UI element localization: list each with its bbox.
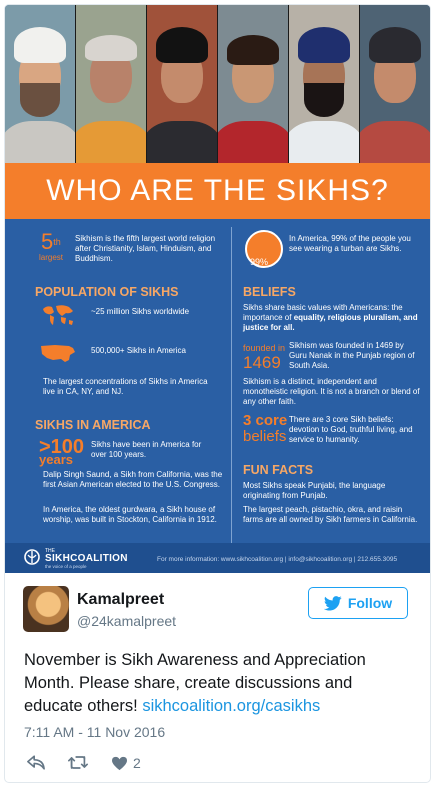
world-map-icon [43,305,73,325]
fifth-text: Sikhism is the fifth largest world relig… [75,234,216,263]
retweet-button[interactable] [67,755,89,770]
fun-fact-farms: The largest peach, pistachio, okra, and … [243,505,418,524]
core-number: 3 core [243,412,288,429]
reply-button[interactable] [27,755,45,770]
column-divider [231,227,232,543]
like-button[interactable]: 2 [111,755,141,771]
founded-text: Sikhism was founded in 1469 by Guru Nana… [289,341,415,370]
photo-1 [5,5,76,163]
turban-text: In America, 99% of the people you see we… [289,234,411,253]
avatar[interactable] [23,586,69,632]
in-america-heading: SIKHS IN AMERICA [35,418,151,432]
founded-label: founded in [243,343,286,353]
photo-6 [360,5,430,163]
like-count: 2 [133,755,141,771]
photo-4 [218,5,289,163]
population-america: 500,000+ Sikhs in America [91,346,186,355]
user-handle[interactable]: @24kamalpreet [77,613,177,629]
tweet-link[interactable]: sikhcoalition.org/casikhs [142,697,321,715]
retweet-icon [68,756,88,769]
infographic-footer [5,543,430,573]
years-label: years [39,452,73,467]
sikh-coalition-logo-icon [24,549,40,565]
beliefs-heading: BELIEFS [243,285,296,299]
gurdwara-text: In America, the oldest gurdwara, a Sikh … [43,505,217,524]
photo-5 [289,5,360,163]
twitter-bird-icon [323,595,342,611]
photo-3 [147,5,218,163]
fifth-label: largest [39,253,64,262]
photo-2 [76,5,147,163]
turban-pie-chart [245,230,283,268]
footer-contact-info: For more information: www.sikhcoalition.… [157,556,398,563]
us-map-icon [41,345,75,362]
tweet-card: WHO ARE THE SIKHS? 5th largest Sikhism i… [4,4,431,783]
follow-label: Follow [347,595,393,611]
tweet-media-infographic[interactable]: WHO ARE THE SIKHS? 5th largest Sikhism i… [5,5,430,573]
saund-text: Dalip Singh Saund, a Sikh from Californi… [43,470,223,489]
tweet-text: November is Sikh Awareness and Appreciat… [24,651,366,715]
population-world: ~25 million Sikhs worldwide [91,307,190,316]
years-text: Sikhs have been in America for over 100 … [91,440,202,459]
turban-percent: 99% [250,257,269,267]
fun-facts-heading: FUN FACTS [243,463,314,477]
infographic-title: WHO ARE THE SIKHS? [5,163,430,219]
heart-icon [112,756,127,770]
fifth-stat: 5th [41,229,61,254]
tweet-timestamp[interactable]: 7:11 AM - 11 Nov 2016 [24,724,166,740]
fun-fact-punjabi: Most Sikhs speak Punjabi, the language o… [243,481,386,500]
follow-button[interactable]: Follow [308,587,408,619]
photo-strip [5,5,430,163]
beliefs-values: Sikhs share basic values with Americans:… [243,303,418,332]
sikh-coalition-logo: THE SIKHCOALITION the voice of a people [45,548,128,569]
population-heading: POPULATION OF SIKHS [35,285,179,299]
core-label: beliefs [243,428,287,445]
display-name[interactable]: Kamalpreet [77,591,165,608]
population-concentration: The largest concentrations of Sikhs in A… [43,377,208,396]
core-text: There are 3 core Sikh beliefs: devotion … [289,415,413,444]
distinct-text: Sikhism is a distinct, independent and m… [243,377,420,406]
reply-icon [27,755,45,770]
founded-year: 1469 [243,353,281,372]
years-stat: >100 [39,436,85,458]
